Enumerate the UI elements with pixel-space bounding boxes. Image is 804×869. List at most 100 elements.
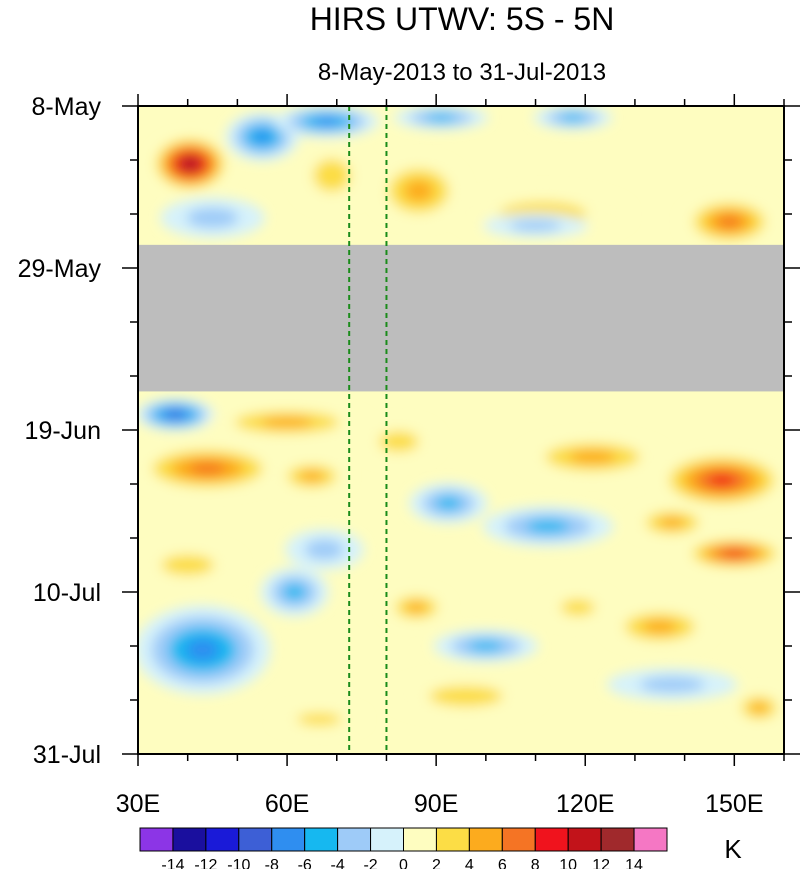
y-tick-label: 8-May [32, 93, 102, 121]
colorbar-tick-label: 12 [592, 857, 610, 869]
colorbar-box [403, 827, 437, 852]
colorbar-box [468, 827, 503, 852]
anomaly-feature [138, 398, 215, 431]
anomaly-contour [429, 686, 503, 707]
anomaly-feature [543, 591, 612, 624]
colorbar-box [633, 827, 668, 852]
x-tick-label: 90E [414, 790, 458, 818]
y-axis: 8-May 29-May 19-Jun 10-Jul 31-Jul [18, 93, 800, 769]
anomaly-feature [275, 707, 364, 732]
anomaly-feature [138, 544, 240, 586]
y-tick-label: 19-Jun [25, 417, 101, 445]
colorbar-box [600, 827, 635, 852]
colorbar-box [501, 827, 536, 852]
anomaly-contour [659, 517, 686, 528]
anomaly-feature [274, 106, 379, 138]
anomaly-contour [186, 207, 239, 228]
anomaly-feature [633, 506, 712, 539]
anomaly-feature [208, 406, 366, 439]
anomaly-contour [161, 554, 214, 576]
anomaly-contour [167, 411, 184, 418]
anomaly-contour [297, 713, 342, 726]
colorbar-unit-label: K [724, 834, 742, 864]
colorbar-box [304, 827, 339, 852]
anomaly-contour [184, 159, 196, 168]
anomaly-feature [295, 143, 369, 208]
colorbar-tick-label: -12 [194, 857, 217, 869]
anomaly-contour [185, 638, 220, 661]
anomaly-feature [409, 483, 488, 524]
x-tick-label: 30E [116, 790, 160, 818]
anomaly-contour [717, 215, 742, 228]
reference-lines [348, 106, 388, 754]
colorbar-tick-label: -2 [363, 857, 377, 869]
anomaly-feature [682, 197, 777, 247]
anomaly-feature [433, 629, 539, 663]
colorbar-box [567, 827, 602, 852]
anomaly-contour [425, 113, 457, 122]
anomaly-contour [560, 599, 595, 616]
anomaly-feature [482, 506, 614, 547]
colorbar-tick-label: 0 [399, 857, 408, 869]
anomaly-feature [160, 197, 265, 239]
colorbar-box [172, 827, 207, 852]
anomaly-contour [569, 450, 617, 464]
anomaly-contour [313, 159, 351, 192]
anomaly-contour [708, 474, 735, 486]
anomaly-contour [403, 180, 434, 202]
colorbar-tick-label: 6 [498, 857, 507, 869]
anomaly-contour [304, 539, 344, 560]
anomaly-feature [138, 605, 271, 695]
anomaly-feature [285, 529, 364, 570]
colorbar-box [435, 827, 470, 852]
anomaly-feature [656, 451, 784, 509]
missing-data-region [138, 244, 784, 392]
x-tick-label: 150E [705, 790, 763, 818]
anomaly-contour [559, 113, 586, 122]
anomaly-contour [642, 619, 678, 634]
plot-area [138, 106, 784, 754]
y-tick-label: 10-Jul [33, 579, 101, 607]
anomaly-contour [379, 431, 419, 452]
colorbar-tick-label: -14 [161, 857, 184, 869]
anomaly-contour [189, 462, 226, 475]
anomaly-feature [384, 591, 448, 624]
anomaly-contour [639, 676, 705, 693]
colorbar-box [139, 827, 174, 852]
anomaly-feature [606, 668, 738, 701]
colorbar-tick-label: 4 [465, 857, 474, 869]
colorbar-tick-label: -8 [265, 857, 279, 869]
anomaly-feature [607, 606, 712, 647]
colorbar-box [534, 827, 569, 852]
anomaly-feature [733, 691, 784, 724]
anomaly-contour [750, 702, 768, 714]
anomaly-feature [483, 213, 588, 238]
x-axis: 30E 60E 90E 120E 150E [116, 94, 785, 818]
anomaly-feature [533, 106, 612, 130]
anomaly-contour [435, 496, 462, 511]
missing-data-band [138, 244, 784, 392]
chart-subtitle: 8-May-2013 to 31-Jul-2013 [318, 59, 606, 86]
colorbar-box [205, 827, 240, 852]
anomaly-contour [313, 117, 340, 126]
colorbar-tick-label: 2 [432, 857, 441, 869]
colorbar-tick-label: 8 [531, 857, 540, 869]
anomaly-feature [138, 444, 281, 493]
anomaly-feature [682, 537, 784, 570]
anomaly-feature [275, 460, 349, 493]
anomaly-feature [522, 436, 664, 478]
anomaly-contour [260, 416, 314, 428]
anomaly-feature [260, 567, 329, 617]
colorbar-tick-label: -4 [331, 857, 345, 869]
anomaly-field [138, 106, 784, 732]
colorbar-box [238, 827, 273, 852]
colorbar: -14 -12 -10 -8 -6 -4 -2 0 2 4 6 8 10 12 14 [139, 827, 668, 869]
colorbar-tick-label: 14 [625, 857, 643, 869]
anomaly-feature [151, 135, 230, 193]
anomaly-contour [253, 130, 272, 143]
y-tick-label: 29-May [18, 255, 102, 283]
anomaly-feature [394, 106, 489, 130]
anomaly-contour [299, 470, 325, 482]
anomaly-feature [392, 675, 540, 717]
anomaly-contour [468, 640, 504, 652]
